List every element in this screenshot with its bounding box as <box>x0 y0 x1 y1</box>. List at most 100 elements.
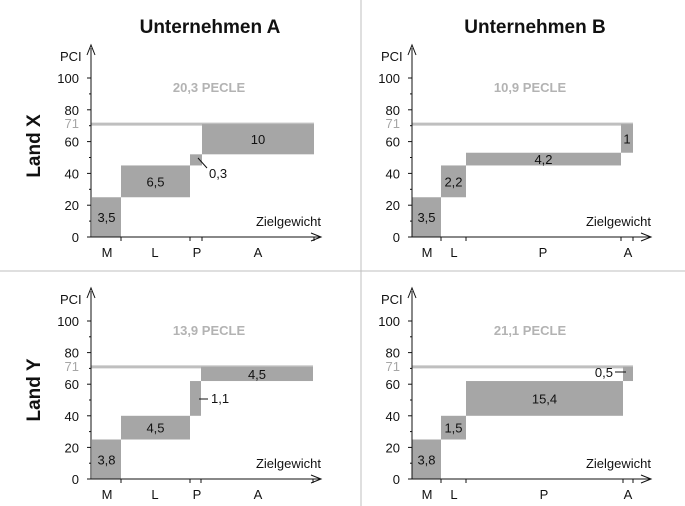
bar <box>121 165 190 198</box>
callout-line <box>197 157 208 169</box>
bar <box>190 381 201 416</box>
y-tick-label: 60 <box>65 135 79 150</box>
y-axis-arrow <box>407 43 417 56</box>
chart-panel: 71 3,5 M 6,5 L 0,3 P 10 A 0 20 40 60 80 100 PCI Zielgewi… <box>57 43 323 260</box>
y-axis-arrow <box>407 286 417 299</box>
bar-label: 0,5 <box>595 365 613 380</box>
y-tick-label: 20 <box>386 440 400 455</box>
panels: 713,5M6,5L0,3P10A020406080100PCIZielgewi… <box>57 43 653 502</box>
pecle-summary: 21,1 PECLE <box>494 323 567 338</box>
category-label: P <box>539 245 548 260</box>
y-tick-label: 80 <box>65 346 79 361</box>
y-tick-label: 0 <box>393 472 400 487</box>
category-label: P <box>193 487 202 502</box>
bar-label: 3,8 <box>97 452 115 467</box>
bar-label: 3,5 <box>417 210 435 225</box>
bar <box>202 124 314 155</box>
x-axis-arrow <box>640 474 653 484</box>
y-tick-label: 100 <box>57 71 79 86</box>
y-axis-arrow <box>86 43 96 56</box>
y-tick-label: 40 <box>386 166 400 181</box>
y-tick-label: 100 <box>57 314 79 329</box>
y-tick-label: 80 <box>65 103 79 118</box>
category-label: A <box>254 245 263 260</box>
bar-label: 6,5 <box>146 174 164 189</box>
bar <box>466 152 621 166</box>
y-tick-label: 80 <box>386 346 400 361</box>
bar <box>623 366 633 382</box>
bar <box>412 197 441 237</box>
bar-label: 3,5 <box>97 210 115 225</box>
category-label: L <box>450 245 457 260</box>
y-tick-label: 20 <box>65 440 79 455</box>
y-tick-label: 0 <box>72 230 79 245</box>
bar <box>441 165 466 198</box>
x-axis-title: Zielgewicht <box>586 214 651 229</box>
bar-label: 2,2 <box>444 174 462 189</box>
bar <box>466 381 623 416</box>
category-label: L <box>151 245 158 260</box>
category-label: A <box>254 487 263 502</box>
y-axis-arrow <box>86 286 96 299</box>
y-axis-title: PCI <box>381 292 403 307</box>
y-tick-label: 100 <box>378 314 400 329</box>
y-tick-label: 60 <box>65 377 79 392</box>
y-tick-label: 60 <box>386 377 400 392</box>
bar <box>190 154 202 166</box>
bar <box>441 415 466 440</box>
row-title-land-x: Land X <box>24 114 45 178</box>
chart-panel: 71 3,8 M 4,5 L 1,1 P 4,5 A 0 20 40 60 80 100 PCI Zielgew… <box>57 286 323 502</box>
bar <box>92 197 121 237</box>
column-title-b: Unternehmen B <box>464 17 605 38</box>
bar <box>412 439 441 479</box>
pecle-summary: 20,3 PECLE <box>173 80 246 95</box>
y-tick-label: 60 <box>386 135 400 150</box>
chart-panel: 71 3,8 M 1,5 L 15,4 P 0,5 A 0 20 40 60 80 100 PCI Zielge… <box>378 286 653 502</box>
category-label: A <box>624 245 633 260</box>
category-label: P <box>540 487 549 502</box>
category-label: M <box>422 245 433 260</box>
x-axis-title: Zielgewicht <box>586 456 651 471</box>
x-axis-title: Zielgewicht <box>256 214 321 229</box>
category-label: P <box>193 245 202 260</box>
y-tick-label: 20 <box>386 198 400 213</box>
y-axis-title: PCI <box>60 292 82 307</box>
bar-label: 1,5 <box>444 421 462 436</box>
category-label: L <box>450 487 457 502</box>
bar <box>201 366 313 382</box>
y-tick-label: 0 <box>393 230 400 245</box>
bar-label: 1 <box>623 131 630 146</box>
bar-label: 1,1 <box>211 391 229 406</box>
bar-label: 3,8 <box>417 452 435 467</box>
bar-label: 4,5 <box>248 367 266 382</box>
category-label: L <box>151 487 158 502</box>
bar-label: 4,5 <box>146 421 164 436</box>
bar-label: 10 <box>251 132 265 147</box>
category-label: A <box>624 487 633 502</box>
x-axis-arrow <box>310 474 323 484</box>
bar <box>92 439 121 479</box>
reference-line-label: 71 <box>65 359 79 374</box>
column-title-a: Unternehmen A <box>140 17 281 38</box>
reference-line-label: 71 <box>386 359 400 374</box>
x-axis-arrow <box>640 232 653 242</box>
pecle-summary: 10,9 PECLE <box>494 80 567 95</box>
bar <box>121 415 190 440</box>
x-axis-title: Zielgewicht <box>256 456 321 471</box>
row-title-land-y: Land Y <box>24 358 45 421</box>
reference-line-label: 71 <box>65 116 79 131</box>
y-tick-label: 80 <box>386 103 400 118</box>
y-tick-label: 0 <box>72 472 79 487</box>
reference-line-label: 71 <box>386 116 400 131</box>
bar-label: 4,2 <box>534 152 552 167</box>
y-tick-label: 20 <box>65 198 79 213</box>
y-tick-label: 40 <box>386 409 400 424</box>
y-axis-title: PCI <box>60 49 82 64</box>
bar-label: 15,4 <box>532 391 557 406</box>
bar <box>621 124 633 153</box>
chart-panel: 71 3,5 M 2,2 L 4,2 P 1 A 0 20 40 60 80 100 PCI Zielgewic… <box>378 43 653 260</box>
y-tick-label: 100 <box>378 71 400 86</box>
y-tick-label: 40 <box>65 166 79 181</box>
